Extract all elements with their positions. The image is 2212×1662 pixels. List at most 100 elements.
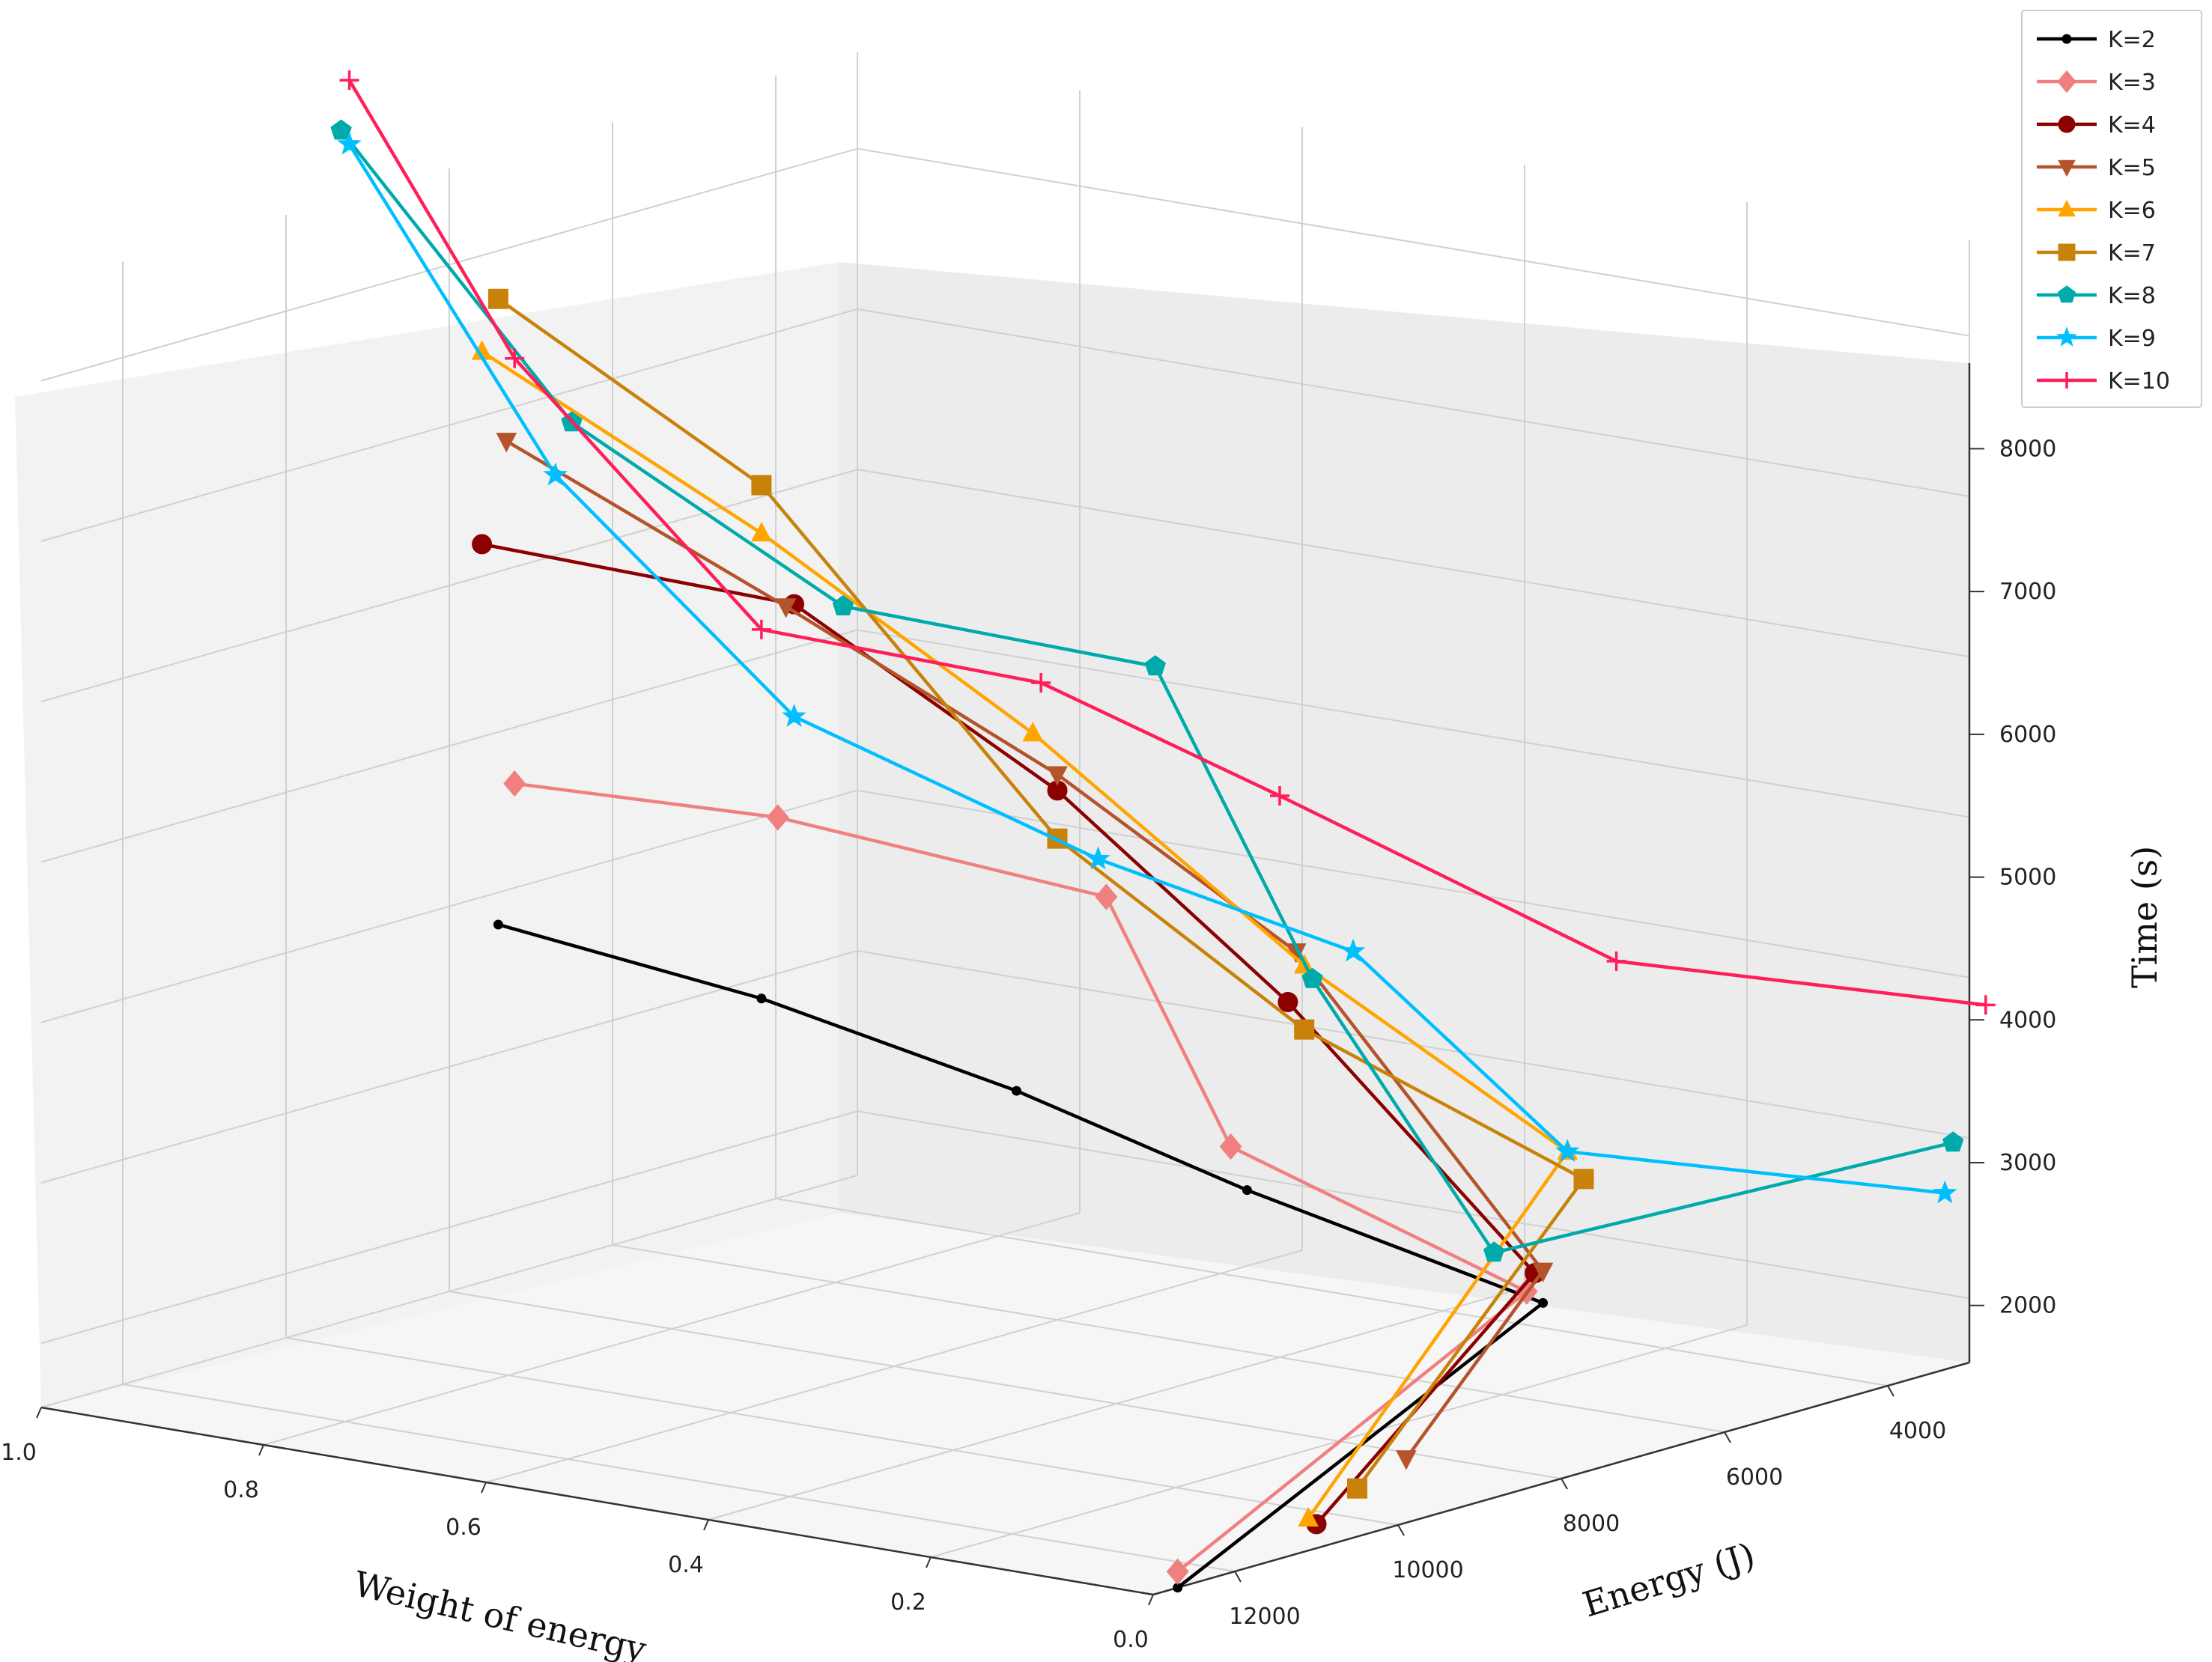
series-marker — [1095, 883, 1118, 910]
legend-label: K=9 — [2108, 326, 2156, 352]
series-marker — [487, 288, 508, 309]
series-line — [481, 542, 1537, 1526]
x-tick-mark — [926, 1556, 932, 1568]
series-marker — [1031, 673, 1051, 693]
y-tick-label: 6000 — [1726, 1464, 1783, 1491]
series-1 — [493, 919, 1548, 1593]
legend-label: K=10 — [2108, 368, 2170, 395]
x-tick-mark — [36, 1407, 42, 1419]
legend-item: K=10 — [2037, 368, 2170, 395]
z-tick-label: 4000 — [1999, 1007, 2056, 1033]
series-marker — [2061, 34, 2072, 44]
legend-label: K=4 — [2108, 112, 2156, 138]
x-tick-label: 1.0 — [1, 1440, 37, 1466]
series-marker — [751, 521, 772, 542]
series-line — [497, 297, 1586, 1490]
floor-grid-line — [449, 1291, 1562, 1479]
legend-label: K=3 — [2108, 70, 2156, 96]
series-group — [330, 70, 1996, 1593]
y-tick-mark — [1397, 1524, 1405, 1536]
series-marker — [1532, 1262, 1554, 1282]
floor-grid-line — [775, 1198, 1889, 1386]
series-marker — [751, 475, 772, 496]
x-tick-label: 0.8 — [223, 1477, 259, 1503]
series-marker — [1942, 1131, 1964, 1152]
wall-grid-line — [857, 1110, 1970, 1300]
series-marker — [1242, 1185, 1252, 1196]
series-marker — [1933, 1180, 1957, 1204]
legend-label: K=7 — [2108, 240, 2156, 267]
series-marker — [1277, 991, 1298, 1012]
series-marker — [2058, 115, 2076, 133]
x-tick-label: 0.6 — [446, 1515, 481, 1541]
series-marker — [782, 704, 806, 727]
wall-grid-line — [40, 629, 858, 863]
x-tick-label: 0.2 — [890, 1589, 926, 1616]
series-marker — [2056, 326, 2077, 347]
wall-grid-line — [40, 147, 858, 382]
series-marker — [1022, 722, 1044, 742]
wall-grid-line — [857, 469, 1970, 658]
series-marker — [1298, 1506, 1319, 1527]
series-marker — [1573, 1169, 1594, 1190]
legend-item: K=8 — [2037, 283, 2156, 309]
z-tick-label: 2000 — [1999, 1293, 2056, 1319]
series-marker — [1555, 1139, 1580, 1162]
series-marker — [1347, 1478, 1367, 1499]
wall-grid-line — [40, 789, 858, 1023]
legend-item: K=5 — [2037, 155, 2156, 181]
series-marker — [2057, 285, 2076, 303]
y-tick-mark — [1561, 1478, 1568, 1490]
series-8 — [337, 131, 1957, 1204]
series-marker — [832, 594, 854, 615]
legend-label: K=6 — [2108, 198, 2156, 224]
series-marker — [756, 993, 767, 1004]
wall-grid-line — [40, 1110, 858, 1345]
legend: K=2 K=3 K=4 K=5 K=6 K=7 K=8 K=9 K=10 — [2021, 10, 2202, 408]
legend-label: K=5 — [2108, 155, 2156, 181]
z-tick-label: 3000 — [1999, 1150, 2056, 1176]
series-marker — [1340, 938, 1366, 962]
z-axis-title: Time (s) — [2124, 846, 2165, 988]
series-marker — [1294, 1019, 1315, 1040]
x-tick-label: 0.4 — [668, 1552, 704, 1578]
series-marker — [2058, 372, 2075, 389]
x-tick-mark — [1148, 1594, 1154, 1606]
series-marker — [2057, 70, 2076, 94]
legend-box — [2021, 10, 2202, 408]
legend-label: K=2 — [2108, 27, 2156, 53]
x-tick-mark — [703, 1519, 709, 1531]
series-marker — [1483, 1241, 1505, 1262]
series-marker — [1270, 786, 1289, 806]
series-marker — [2058, 159, 2076, 177]
z-tick-label: 5000 — [1999, 865, 2056, 891]
series-9 — [339, 70, 1996, 1015]
series-4 — [496, 433, 1554, 1470]
tick-labels: 1.0 0.8 0.6 0.4 0.2 0.0 12000 10000 8000 6000 4000… — [1, 436, 2056, 1653]
series-marker — [1396, 1450, 1417, 1470]
y-tick-mark — [1724, 1431, 1731, 1443]
wall-grid-line — [40, 950, 858, 1184]
series-marker — [775, 598, 797, 618]
y-tick-label: 8000 — [1563, 1511, 1620, 1537]
floor-grid-line — [122, 1384, 1236, 1572]
legend-item: K=3 — [2037, 70, 2156, 96]
z-tick-label: 8000 — [1999, 436, 2056, 462]
x-axis-title: Weight of energy — [350, 1563, 650, 1662]
series-marker — [505, 348, 525, 368]
series-marker — [472, 534, 493, 555]
series-marker — [1166, 1558, 1189, 1585]
series-marker — [496, 433, 517, 453]
legend-label: K=8 — [2108, 283, 2156, 309]
back-pane-right — [839, 262, 1969, 1363]
z-tick-label: 6000 — [1999, 722, 2056, 748]
y-tick-label: 10000 — [1392, 1557, 1463, 1583]
back-pane-left — [15, 262, 839, 1407]
floor-grid-line — [285, 1337, 1399, 1526]
wall-grid-line — [40, 308, 858, 542]
x-tick-label: 0.0 — [1113, 1627, 1149, 1653]
series-marker — [1144, 655, 1166, 676]
y-tick-mark — [1234, 1571, 1242, 1583]
series-marker — [493, 919, 503, 930]
